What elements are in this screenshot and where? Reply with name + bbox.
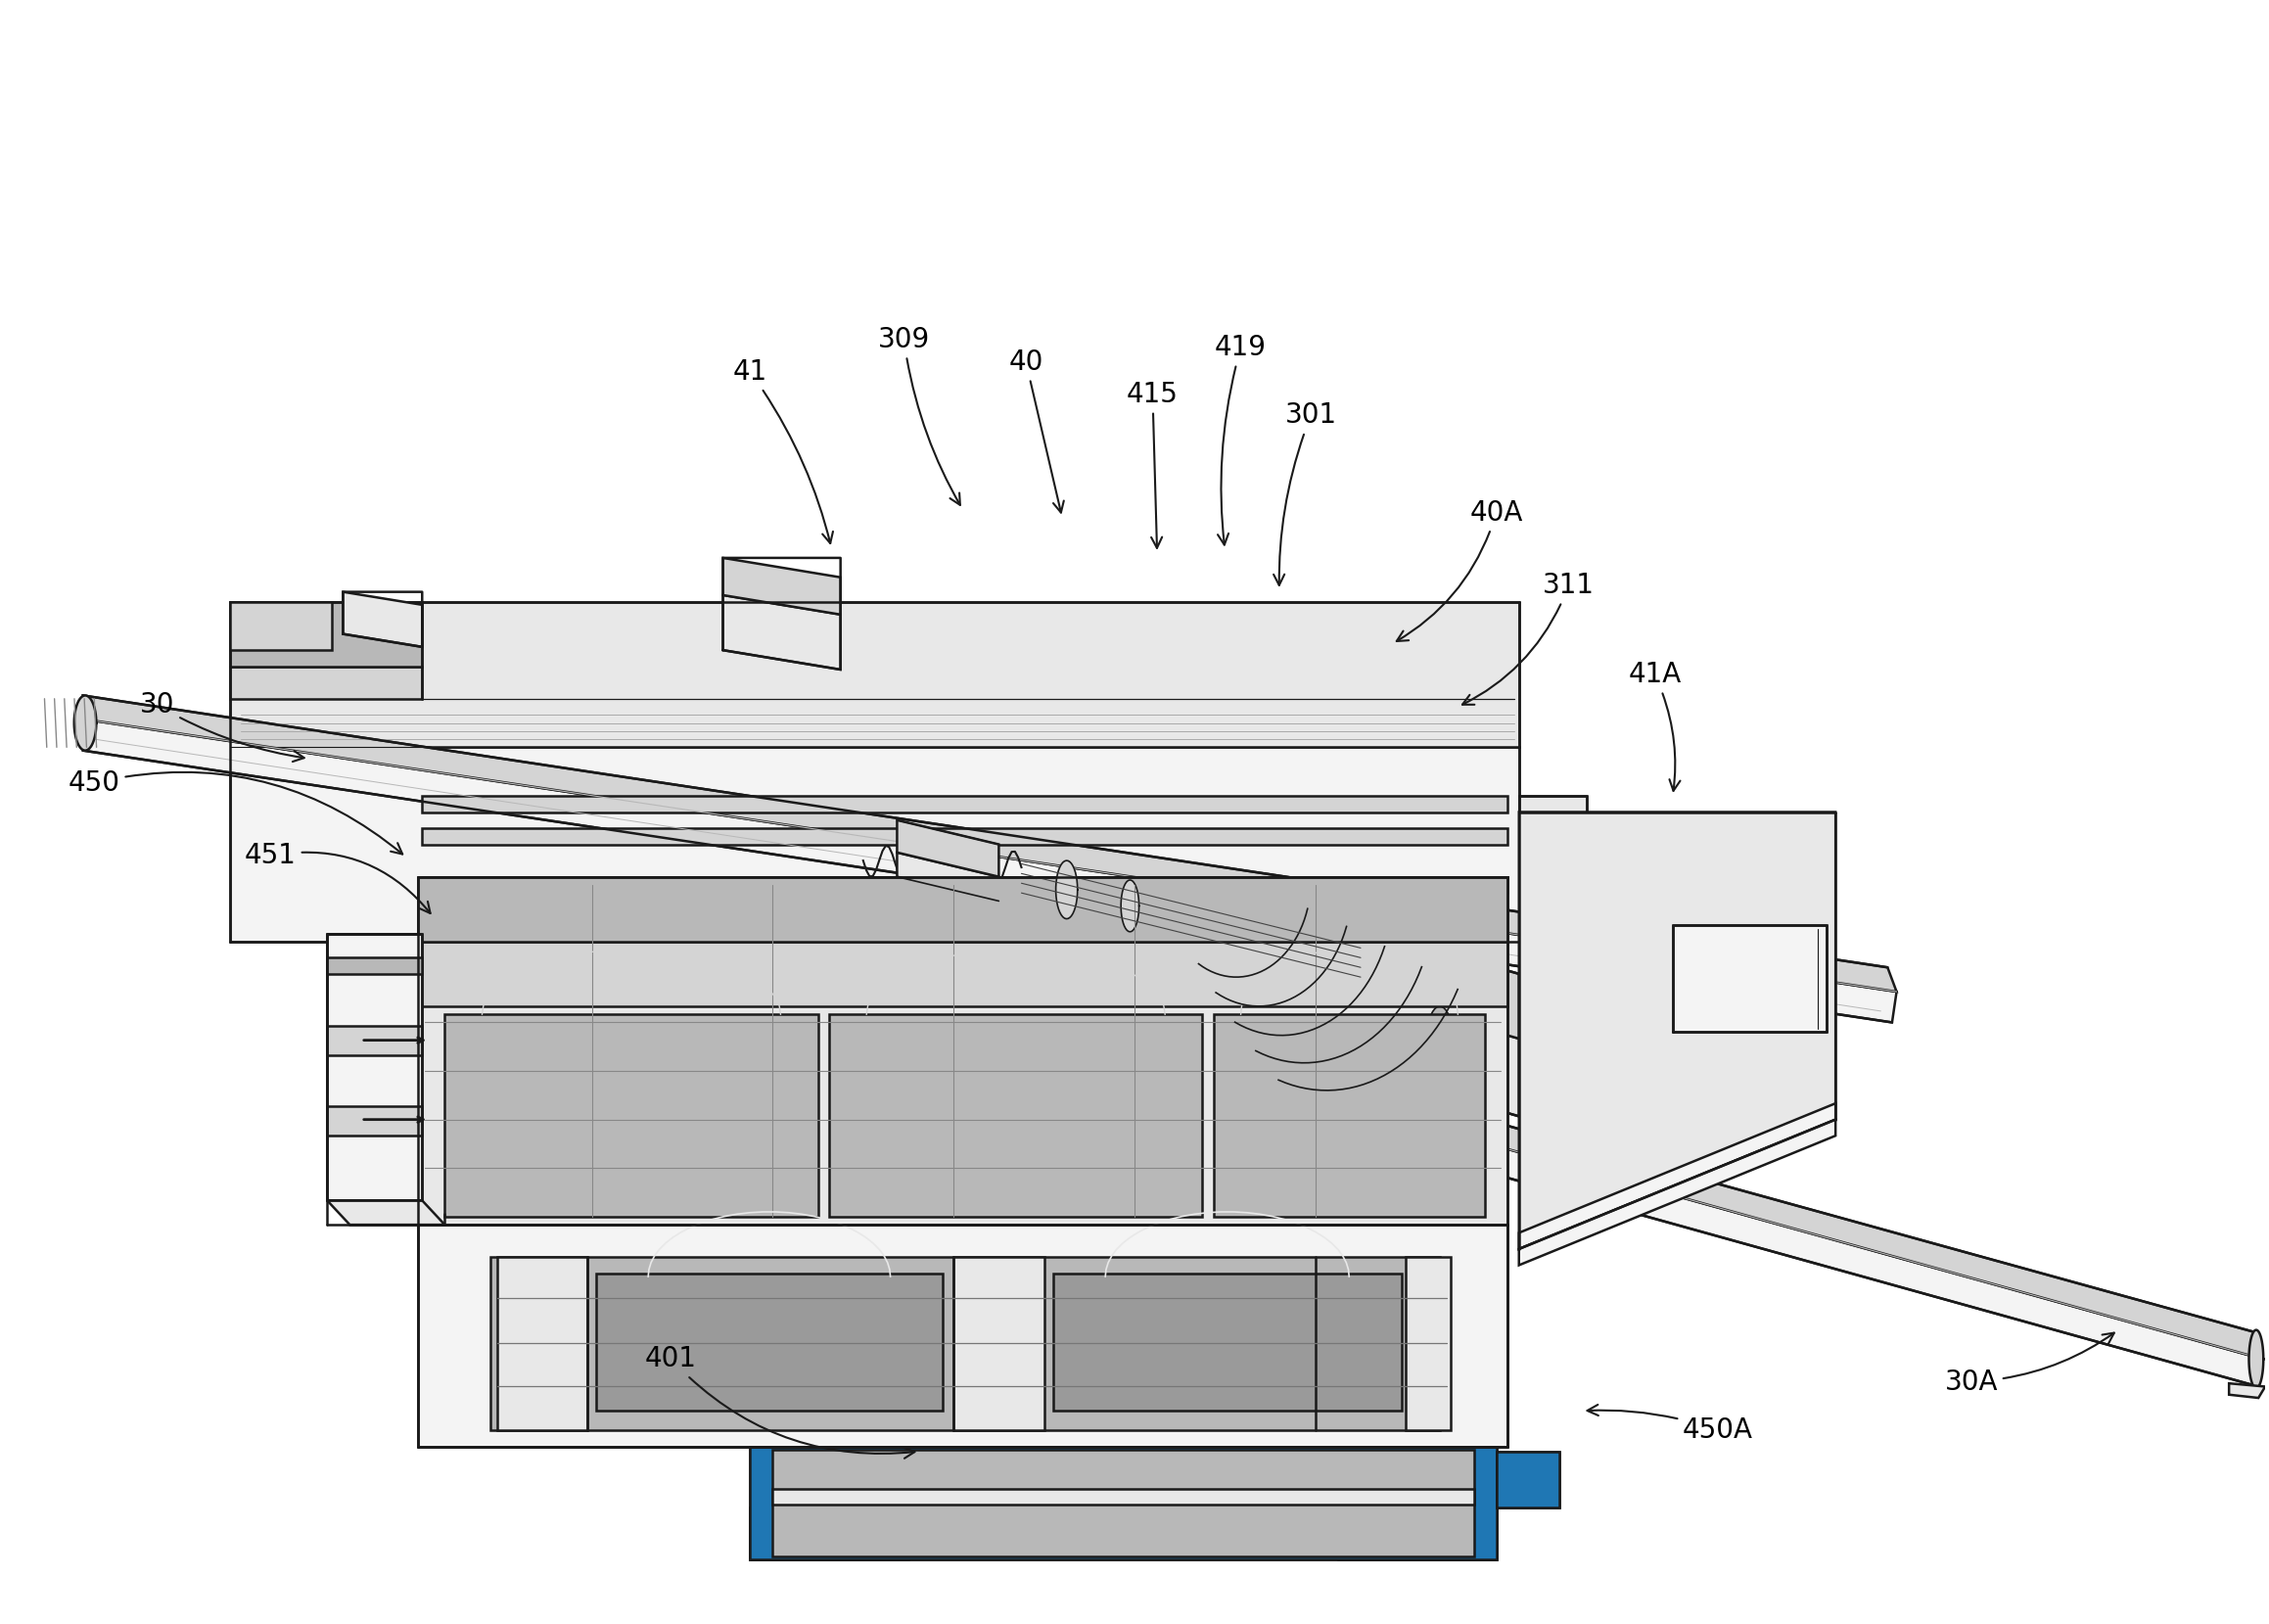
Polygon shape — [1495, 1452, 1559, 1509]
Polygon shape — [229, 666, 422, 698]
Text: 41: 41 — [733, 357, 833, 544]
Polygon shape — [1425, 1007, 1454, 1086]
Polygon shape — [2249, 1330, 2264, 1389]
Polygon shape — [327, 1026, 422, 1054]
Polygon shape — [1357, 1108, 2262, 1387]
Text: 30A: 30A — [1945, 1333, 2115, 1395]
Polygon shape — [1053, 1273, 1402, 1411]
Polygon shape — [327, 934, 422, 1200]
Polygon shape — [229, 601, 331, 650]
Polygon shape — [1361, 994, 1518, 1116]
Polygon shape — [1495, 1452, 1559, 1509]
Polygon shape — [497, 1257, 588, 1431]
Polygon shape — [896, 820, 998, 877]
Polygon shape — [1055, 861, 1078, 919]
Polygon shape — [1407, 1257, 1452, 1431]
Polygon shape — [597, 1273, 942, 1411]
Text: 415: 415 — [1128, 380, 1178, 547]
Polygon shape — [1121, 880, 1139, 932]
Polygon shape — [417, 877, 1507, 942]
Text: 40: 40 — [1010, 348, 1064, 513]
Polygon shape — [417, 877, 1507, 1224]
Polygon shape — [1518, 812, 1836, 1249]
Text: 451: 451 — [245, 841, 431, 913]
Text: 41A: 41A — [1629, 661, 1681, 791]
Text: 311: 311 — [1461, 572, 1595, 705]
Text: 419: 419 — [1214, 335, 1266, 544]
Polygon shape — [1518, 796, 1586, 861]
Polygon shape — [774, 1489, 1473, 1505]
Polygon shape — [229, 601, 1518, 747]
Polygon shape — [327, 958, 422, 974]
Polygon shape — [422, 796, 1507, 812]
Polygon shape — [75, 695, 95, 750]
Polygon shape — [1361, 929, 1518, 1039]
Text: 30: 30 — [141, 692, 304, 762]
Text: 309: 309 — [878, 326, 960, 505]
Polygon shape — [724, 559, 840, 614]
Polygon shape — [953, 1257, 1044, 1431]
Polygon shape — [1357, 1083, 2262, 1359]
Polygon shape — [422, 828, 1507, 844]
Polygon shape — [751, 1447, 1495, 1559]
Polygon shape — [896, 853, 998, 901]
Polygon shape — [445, 1015, 817, 1216]
Polygon shape — [327, 1200, 445, 1224]
Polygon shape — [774, 1450, 1473, 1556]
Polygon shape — [2228, 1384, 2264, 1398]
Polygon shape — [1518, 1103, 1836, 1249]
Polygon shape — [724, 594, 840, 669]
Polygon shape — [84, 695, 1897, 992]
Polygon shape — [1518, 1119, 1836, 1265]
Text: 40A: 40A — [1398, 499, 1522, 641]
Polygon shape — [343, 591, 422, 646]
Polygon shape — [422, 877, 1507, 893]
Text: 450: 450 — [68, 770, 402, 854]
Polygon shape — [828, 1015, 1203, 1216]
Polygon shape — [327, 1106, 422, 1135]
Polygon shape — [417, 1224, 1507, 1447]
Polygon shape — [1214, 1015, 1484, 1216]
Polygon shape — [417, 942, 1507, 1007]
Text: 401: 401 — [644, 1345, 914, 1458]
Polygon shape — [1339, 1447, 1495, 1559]
Text: 301: 301 — [1273, 401, 1336, 585]
Polygon shape — [751, 1447, 908, 1559]
Polygon shape — [84, 719, 1897, 1023]
Polygon shape — [1672, 926, 1827, 1033]
Polygon shape — [229, 601, 422, 666]
Text: 450A: 450A — [1588, 1405, 1754, 1444]
Polygon shape — [229, 747, 1518, 942]
Polygon shape — [751, 1509, 1495, 1559]
Polygon shape — [490, 1257, 1441, 1431]
